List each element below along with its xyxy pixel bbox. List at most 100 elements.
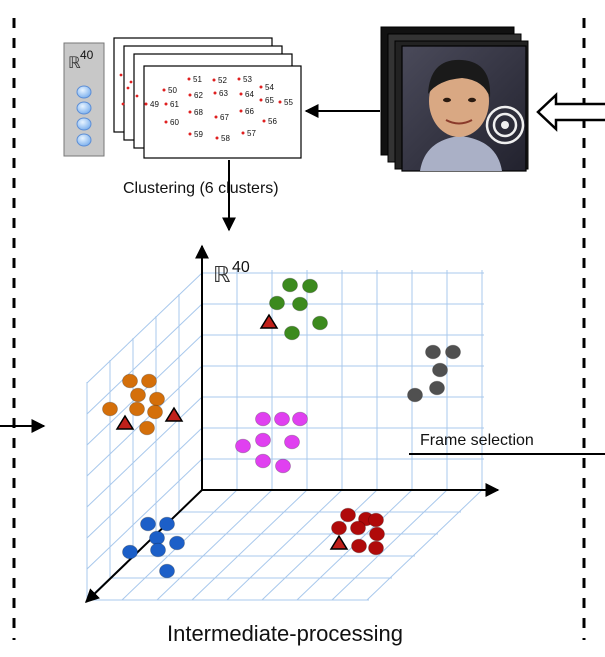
landmark-dot xyxy=(239,109,243,113)
landmark-label: 53 xyxy=(243,75,252,84)
landmark-label: 67 xyxy=(220,113,229,122)
grid-line xyxy=(86,303,203,415)
cluster-point xyxy=(169,535,185,551)
grid-line xyxy=(86,334,203,446)
landmark-label: 50 xyxy=(168,86,177,95)
cluster-point xyxy=(149,391,165,407)
cluster-point xyxy=(429,380,445,396)
grid-line xyxy=(366,489,483,601)
cluster-point xyxy=(140,516,156,532)
landmark-label: 51 xyxy=(193,75,202,84)
representative-frame-marker xyxy=(329,534,349,550)
landmark-label: 55 xyxy=(284,98,293,107)
cluster-point xyxy=(340,507,356,523)
landmark-dot xyxy=(259,85,263,89)
cluster-point xyxy=(425,344,441,360)
cluster-point xyxy=(235,438,251,454)
landmark-dot xyxy=(162,88,166,92)
cluster-point xyxy=(255,432,271,448)
cluster-orange xyxy=(102,373,184,436)
representative-frame-marker xyxy=(115,414,135,430)
landmark-dot xyxy=(237,77,241,81)
landmark-label: 57 xyxy=(247,129,256,138)
grid-line xyxy=(86,396,203,508)
landmark-dot xyxy=(278,100,282,104)
landmark-label: 68 xyxy=(194,108,203,117)
incoming-hollow-arrow xyxy=(536,92,605,132)
grid-line xyxy=(331,489,448,601)
stage-title: Intermediate-processing xyxy=(167,621,403,646)
person-face-icon xyxy=(420,59,502,171)
landmark-dot xyxy=(164,120,168,124)
cluster-point xyxy=(331,520,347,536)
grid-floor xyxy=(86,489,484,601)
landmark-label: 63 xyxy=(219,89,228,98)
cluster-blue xyxy=(122,516,185,579)
cluster-point xyxy=(351,538,367,554)
clustering-label: Clustering (6 clusters) xyxy=(123,180,279,197)
cluster-point xyxy=(130,387,146,403)
vector-slot-2 xyxy=(76,101,92,115)
landmark-label: 52 xyxy=(218,76,227,85)
cluster-gray xyxy=(407,344,461,403)
landmark-label: 54 xyxy=(265,83,274,92)
cluster-point xyxy=(149,530,165,546)
cluster-green xyxy=(259,277,328,341)
frame-selection-label: Frame selection xyxy=(420,432,534,449)
cluster-point xyxy=(150,542,166,558)
cluster-point xyxy=(368,540,384,556)
feature-vector-box: ℝ 40 xyxy=(63,42,105,157)
landmark-dot xyxy=(215,136,219,140)
cluster-point xyxy=(255,411,271,427)
cluster-point xyxy=(102,401,118,417)
cluster-point xyxy=(141,373,157,389)
vector-slot-4 xyxy=(76,133,92,147)
grid-line xyxy=(226,489,343,601)
landmark-label: 66 xyxy=(245,107,254,116)
landmark-label: 59 xyxy=(194,130,203,139)
video-frame-stack xyxy=(380,26,529,172)
landmark-dot xyxy=(164,102,168,106)
cluster-point xyxy=(292,411,308,427)
cluster-point xyxy=(139,420,155,436)
axis-depth xyxy=(84,489,203,603)
cluster-point xyxy=(274,411,290,427)
landmark-dot xyxy=(239,92,243,96)
cluster-point xyxy=(312,315,328,331)
grid-line xyxy=(191,489,308,601)
cluster-point xyxy=(302,278,318,294)
landmark-dot xyxy=(188,110,192,114)
landmark-dot xyxy=(187,77,191,81)
space-symbol: ℝ xyxy=(213,262,231,287)
landmark-label: 60 xyxy=(170,118,179,127)
vector-slot-3 xyxy=(76,117,92,131)
cluster-points xyxy=(102,277,461,579)
back-card-dots xyxy=(119,73,139,106)
cluster-magenta xyxy=(235,411,308,474)
cluster-point xyxy=(445,344,461,360)
landmark-dot xyxy=(262,119,266,123)
grid-line xyxy=(86,458,203,570)
landmark-dot xyxy=(188,93,192,97)
cluster-point xyxy=(292,296,308,312)
cluster-point xyxy=(159,516,175,532)
grid-line xyxy=(261,489,378,601)
landmark-label: 62 xyxy=(194,91,203,100)
landmark-dot xyxy=(188,132,192,136)
cluster-point xyxy=(369,526,385,542)
vector-slot-1 xyxy=(76,85,92,99)
cluster-point xyxy=(122,373,138,389)
grid-line xyxy=(86,365,203,477)
representative-frame-marker xyxy=(259,313,279,329)
cluster-point xyxy=(407,387,423,403)
landmark-label: 65 xyxy=(265,96,274,105)
landmark-dot xyxy=(213,91,217,95)
landmark-label: 49 xyxy=(150,100,159,109)
landmark-dot xyxy=(241,131,245,135)
cluster-point xyxy=(284,434,300,450)
cluster-point xyxy=(368,512,384,528)
landmark-label: 58 xyxy=(221,134,230,143)
landmark-label: 56 xyxy=(268,117,277,126)
grid-left-wall xyxy=(86,272,203,601)
cluster-point xyxy=(284,325,300,341)
